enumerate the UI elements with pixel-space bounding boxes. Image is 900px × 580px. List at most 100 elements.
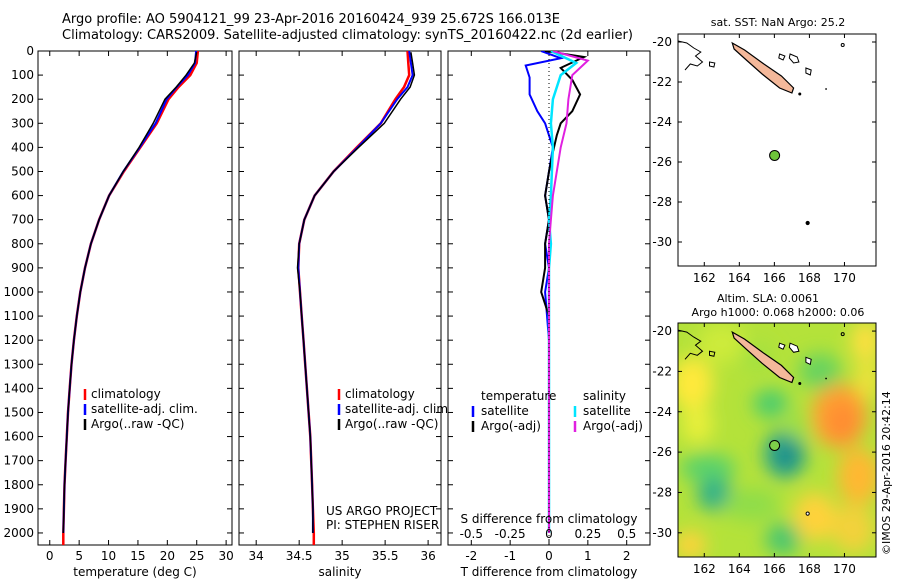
sla-map-subtitle: Argo h1000: 0.068 h2000: 0.06 xyxy=(692,306,865,319)
temperature-ytick-label: 1100 xyxy=(3,309,34,323)
temperature-ytick-label: 1300 xyxy=(3,357,34,371)
sst_map-new-caledonia xyxy=(731,41,795,94)
sla-heatmap-blob xyxy=(837,448,876,505)
sla-heatmap-blob xyxy=(826,401,859,443)
sla-heatmap-blob xyxy=(793,492,836,541)
temperature-ytick-label: 100 xyxy=(11,68,34,82)
sst_map-xtick-label: 164 xyxy=(728,271,751,285)
difference-sal-tick-label: -0.5 xyxy=(460,527,483,541)
sla_map-ytick-label: -28 xyxy=(652,485,672,499)
temperature-xtick-label: 25 xyxy=(189,549,204,563)
sla-heatmap-blob xyxy=(753,389,789,418)
chart-title-line2: Climatology: CARS2009. Satellite-adjuste… xyxy=(62,28,633,43)
difference-sal-tick-label: 0.25 xyxy=(574,527,601,541)
sla_map-xtick-label: 166 xyxy=(763,562,786,576)
salinity-legend-label: climatology xyxy=(345,387,415,401)
sst_map-norfolk-island xyxy=(805,220,810,226)
difference-top-label: S difference from climatology xyxy=(461,512,638,526)
sla-heatmap-blob xyxy=(697,478,733,511)
sla-heatmap-blob xyxy=(765,522,801,555)
sla-heatmap-blob xyxy=(774,442,799,471)
salinity-xtick-label: 34 xyxy=(249,549,264,563)
sst_map-xtick-label: 162 xyxy=(693,271,716,285)
temperature-xtick-label: 30 xyxy=(218,549,233,563)
temperature-ytick-label: 300 xyxy=(11,116,34,130)
sla_map-mare-island xyxy=(805,356,812,366)
salinity-xtick-label: 34.5 xyxy=(286,549,313,563)
sla_map-small-islet xyxy=(825,377,827,380)
chart-title-line1: Argo profile: AO 5904121_99 23-Apr-2016 … xyxy=(62,12,560,27)
sst_map-xtick-label: 168 xyxy=(798,271,821,285)
temperature-ytick-label: 2000 xyxy=(3,526,34,540)
sst_map-argo-float-marker xyxy=(769,149,781,161)
sla_map-ouvea-island xyxy=(778,342,786,350)
temperature-ytick-label: 1600 xyxy=(3,430,34,444)
sla_map-ile-des-pins xyxy=(798,382,802,386)
sla-heatmap-blob xyxy=(786,407,812,440)
temperature-ytick-label: 1900 xyxy=(3,502,34,516)
sst-map-title: sat. SST: NaN Argo: 25.2 xyxy=(711,16,845,29)
temperature-xtick-label: 5 xyxy=(75,549,83,563)
temperature-xlabel: temperature (deg C) xyxy=(73,565,196,579)
temperature-ytick-label: 700 xyxy=(11,213,34,227)
sst_map-xtick-label: 166 xyxy=(763,271,786,285)
temperature-ytick-label: 500 xyxy=(11,164,34,178)
temperature-xtick-label: 15 xyxy=(130,549,145,563)
temperature-ytick-label: 600 xyxy=(11,189,34,203)
salinity-series-argo-raw-qc- xyxy=(296,52,416,533)
sla_map-axes-frame xyxy=(677,322,877,558)
sla_map-xtick-label: 164 xyxy=(728,562,751,576)
sla-heatmap-blob xyxy=(678,530,707,557)
salinity-annotation-line: PI: STEPHEN RISER xyxy=(326,518,439,532)
sla-heatmap-blob xyxy=(832,504,875,553)
salinity-xtick-label: 35 xyxy=(335,549,350,563)
sla-map-title: Altim. SLA: 0.0061 xyxy=(717,292,819,305)
salinity-xtick-label: 36 xyxy=(420,549,435,563)
sla_map-xtick-label: 168 xyxy=(798,562,821,576)
sst_map-lifou-island xyxy=(788,53,800,64)
difference-xlabel: T difference from climatology xyxy=(460,565,638,579)
temperature-ytick-label: 1500 xyxy=(3,405,34,419)
sla_map-ytick-label: -30 xyxy=(652,526,672,540)
difference-xtick-label: -2 xyxy=(465,549,477,563)
temperature-xtick-label: 20 xyxy=(160,549,175,563)
difference-sal-tick-label: -0.25 xyxy=(495,527,526,541)
temperature-xtick-label: 0 xyxy=(46,549,54,563)
salinity-panel: 34 34.5 35 35.5 36 salinity climatologysatelli… xyxy=(238,50,452,579)
temperature-ytick-label: 1400 xyxy=(3,381,34,395)
sst_map-ytick-label: -24 xyxy=(652,115,672,129)
temperature-legend-label: climatology xyxy=(91,387,161,401)
sst_map-ile-des-pins xyxy=(798,92,802,96)
temperature-ytick-label: 200 xyxy=(11,92,34,106)
temperature-series-group xyxy=(62,51,200,545)
salinity-legend-label: satellite-adj. clim. xyxy=(345,402,452,416)
difference-legend-label: satellite xyxy=(481,404,529,418)
sst_map-ytick-label: -26 xyxy=(652,155,672,169)
temperature-ytick-label: 400 xyxy=(11,140,34,154)
sst_map-mare-island xyxy=(805,67,812,76)
sst_map-ytick-label: -28 xyxy=(652,195,672,209)
sst_map-ytick-label: -30 xyxy=(652,235,672,249)
difference-legend-label: Argo(-adj) xyxy=(481,419,541,433)
sla_map-xtick-label: 170 xyxy=(833,562,856,576)
difference-sal-tick-label: 0.5 xyxy=(617,527,636,541)
difference-xtick-label: 0 xyxy=(545,549,553,563)
sla_map-ytick-label: -20 xyxy=(652,324,672,338)
temperature-ytick-label: 800 xyxy=(11,237,34,251)
temperature-ytick-label: 1000 xyxy=(3,285,34,299)
difference-sal-tick-label: 0 xyxy=(545,527,553,541)
sst_map-small-islet xyxy=(825,88,827,90)
sla_map-ytick-label: -24 xyxy=(652,405,672,419)
temperature-legend-label: satellite-adj. clim. xyxy=(91,402,198,416)
sla-heatmap-blob xyxy=(851,323,876,362)
sst_map-content xyxy=(678,40,845,226)
salinity-xlabel: salinity xyxy=(318,565,361,579)
temperature-ytick-label: 1700 xyxy=(3,454,34,468)
temperature-xtick-label: 10 xyxy=(101,549,116,563)
temperature-ytick-label: 1200 xyxy=(3,333,34,347)
sst_map-reef-patch xyxy=(709,61,716,68)
sla_map-new-caledonia xyxy=(731,330,795,384)
sla_map-chesterfield-reef xyxy=(678,329,704,360)
temperature-legend-label: Argo(..raw -QC) xyxy=(91,417,184,431)
